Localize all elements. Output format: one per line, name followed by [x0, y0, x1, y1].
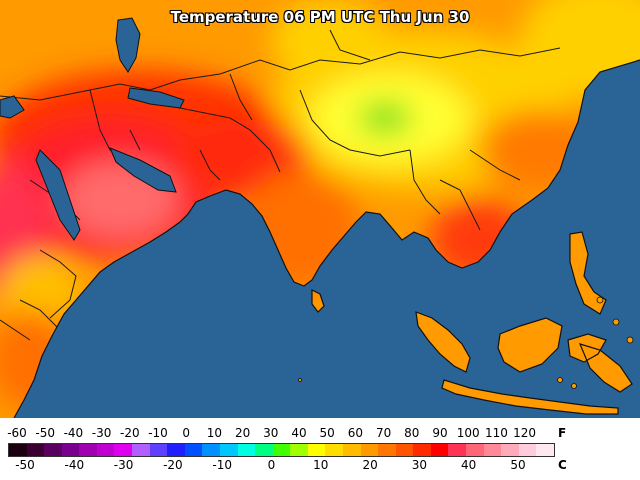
- fahrenheit-unit-label: F: [558, 426, 567, 440]
- celsius-tick-label: -30: [113, 458, 134, 472]
- color-scale-segment: [79, 444, 97, 456]
- color-scale-segment: [44, 444, 62, 456]
- fahrenheit-tick-label: 80: [404, 426, 420, 440]
- color-scale-segment: [395, 444, 414, 456]
- celsius-tick-label: 30: [411, 458, 428, 472]
- color-scale-segment: [483, 444, 502, 456]
- color-scale-segment: [466, 444, 484, 456]
- color-scale-bar: [8, 443, 555, 457]
- celsius-tick-label: -10: [212, 458, 232, 472]
- color-scale-segment: [149, 444, 168, 456]
- color-scale-segment: [96, 444, 115, 456]
- color-scale-segment: [114, 444, 133, 456]
- celsius-tick-label: 20: [362, 458, 378, 472]
- fahrenheit-tick-label: 50: [319, 426, 335, 440]
- color-scale-segment: [219, 444, 238, 456]
- color-scale-segment: [237, 444, 256, 456]
- color-scale-segment: [342, 444, 361, 456]
- fahrenheit-tick-label: -20: [119, 426, 140, 440]
- fahrenheit-tick-label: 10: [206, 426, 223, 440]
- color-scale-segment: [360, 444, 379, 456]
- map-title: Temperature 06 PM UTC Thu Jun 30: [170, 8, 470, 26]
- fahrenheit-tick-label: 100: [456, 426, 480, 440]
- small-islands: [298, 296, 634, 389]
- fahrenheit-tick-label: 30: [263, 426, 279, 440]
- color-scale-segment: [501, 444, 519, 456]
- color-scale-segment: [378, 444, 396, 456]
- color-scale-segment: [325, 444, 343, 456]
- color-scale-segment: [9, 444, 27, 456]
- celsius-tick-label: 10: [313, 458, 329, 472]
- fahrenheit-tick-label: 0: [182, 426, 191, 440]
- color-scale-segment: [61, 444, 80, 456]
- fahrenheit-tick-label: 20: [234, 426, 251, 440]
- color-scale-segment: [290, 444, 308, 456]
- color-scale-segment: [167, 444, 185, 456]
- temperature-map: [0, 0, 640, 418]
- fahrenheit-tick-label: -50: [35, 426, 55, 440]
- celsius-tick-label: -20: [163, 458, 183, 472]
- celsius-tick-label: 0: [267, 458, 276, 472]
- color-scale-segment: [536, 444, 554, 456]
- celsius-tick-label: 40: [461, 458, 477, 472]
- fahrenheit-tick-label: -10: [148, 426, 168, 440]
- color-scale-segment: [202, 444, 220, 456]
- fahrenheit-tick-label: 40: [291, 426, 307, 440]
- celsius-tick-label: -40: [64, 458, 85, 472]
- color-scale-segment: [430, 444, 449, 456]
- color-scale-segment: [26, 444, 45, 456]
- fahrenheit-tick-label: 90: [432, 426, 448, 440]
- color-scale-segment: [448, 444, 467, 456]
- color-scale-segment: [413, 444, 431, 456]
- color-scale-segment: [307, 444, 326, 456]
- celsius-tick-label: -50: [15, 458, 35, 472]
- color-scale-segment: [518, 444, 537, 456]
- fahrenheit-tick-label: -30: [91, 426, 112, 440]
- coastlines: [13, 59, 640, 418]
- fahrenheit-tick-label: 110: [484, 426, 508, 440]
- fahrenheit-tick-label: 60: [347, 426, 364, 440]
- fahrenheit-tick-label: -60: [7, 426, 27, 440]
- color-scale-segment: [272, 444, 291, 456]
- celsius-tick-label: 50: [510, 458, 526, 472]
- color-scale-segment: [255, 444, 273, 456]
- fahrenheit-tick-label: -40: [63, 426, 84, 440]
- celsius-unit-label: C: [558, 458, 567, 472]
- fahrenheit-tick-label: 120: [513, 426, 537, 440]
- color-scale-segment: [132, 444, 150, 456]
- inland-waters: [0, 17, 185, 241]
- color-scale-segment: [184, 444, 203, 456]
- fahrenheit-tick-label: 70: [375, 426, 392, 440]
- temperature-legend: -60 -50 -40 -30 -20 -10 0 10 20 30 40 50 60 70 80 90 100…: [0, 418, 640, 480]
